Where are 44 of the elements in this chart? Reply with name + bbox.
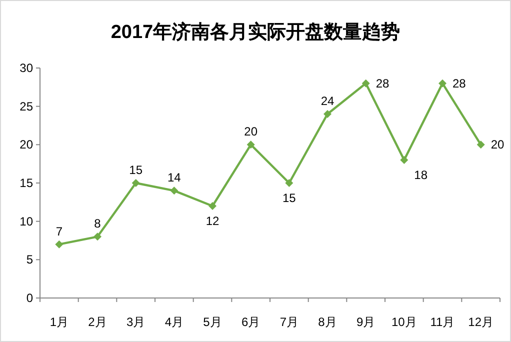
y-tick-label: 15 xyxy=(20,176,34,190)
point xyxy=(324,110,332,118)
data-label: 18 xyxy=(414,168,428,182)
data-label: 12 xyxy=(206,214,220,228)
data-label: 15 xyxy=(282,191,296,205)
x-tick-label: 7月 xyxy=(280,315,299,329)
y-tick-label: 25 xyxy=(20,99,34,114)
data-label: 20 xyxy=(244,124,258,139)
x-tick-label: 4月 xyxy=(164,315,184,329)
x-tick-label: 6月 xyxy=(241,315,260,329)
point xyxy=(400,156,408,164)
x-tick-label: 1月 xyxy=(50,315,69,329)
point xyxy=(94,232,102,241)
data-label: 24 xyxy=(320,94,334,108)
point xyxy=(132,179,140,187)
point xyxy=(170,186,178,195)
y-tick-label: 10 xyxy=(20,214,34,228)
x-tick-label: 12月 xyxy=(468,315,494,329)
point xyxy=(246,140,255,149)
data-label: 28 xyxy=(376,76,390,90)
x-tick-label: 5月 xyxy=(203,315,222,329)
y-tick-label: 20 xyxy=(20,138,34,152)
x-tick-label: 2月 xyxy=(88,315,107,329)
point xyxy=(55,240,64,248)
x-tick-label: 10月 xyxy=(391,315,417,329)
data-label: 14 xyxy=(167,170,182,185)
x-tick-label: 9月 xyxy=(356,315,376,329)
data-label: 20 xyxy=(490,138,505,152)
y-tick-label: 5 xyxy=(26,252,34,267)
point xyxy=(362,79,370,88)
x-tick-label: 11月 xyxy=(430,315,455,329)
point xyxy=(208,202,216,210)
y-tick-label: 0 xyxy=(26,291,34,305)
x-tick-label: 8月 xyxy=(318,315,337,329)
data-label: 28 xyxy=(452,76,466,90)
point xyxy=(438,79,446,88)
x-tick-label: 3月 xyxy=(126,315,146,329)
chart-title: 2017年济南各月实际开盘数量趋势 xyxy=(110,21,400,43)
data-label: 15 xyxy=(129,163,143,177)
data-label: 7 xyxy=(56,224,63,238)
data-label: 8 xyxy=(94,216,102,231)
y-tick-label: 30 xyxy=(20,61,34,75)
point xyxy=(285,179,294,187)
point xyxy=(476,140,485,149)
